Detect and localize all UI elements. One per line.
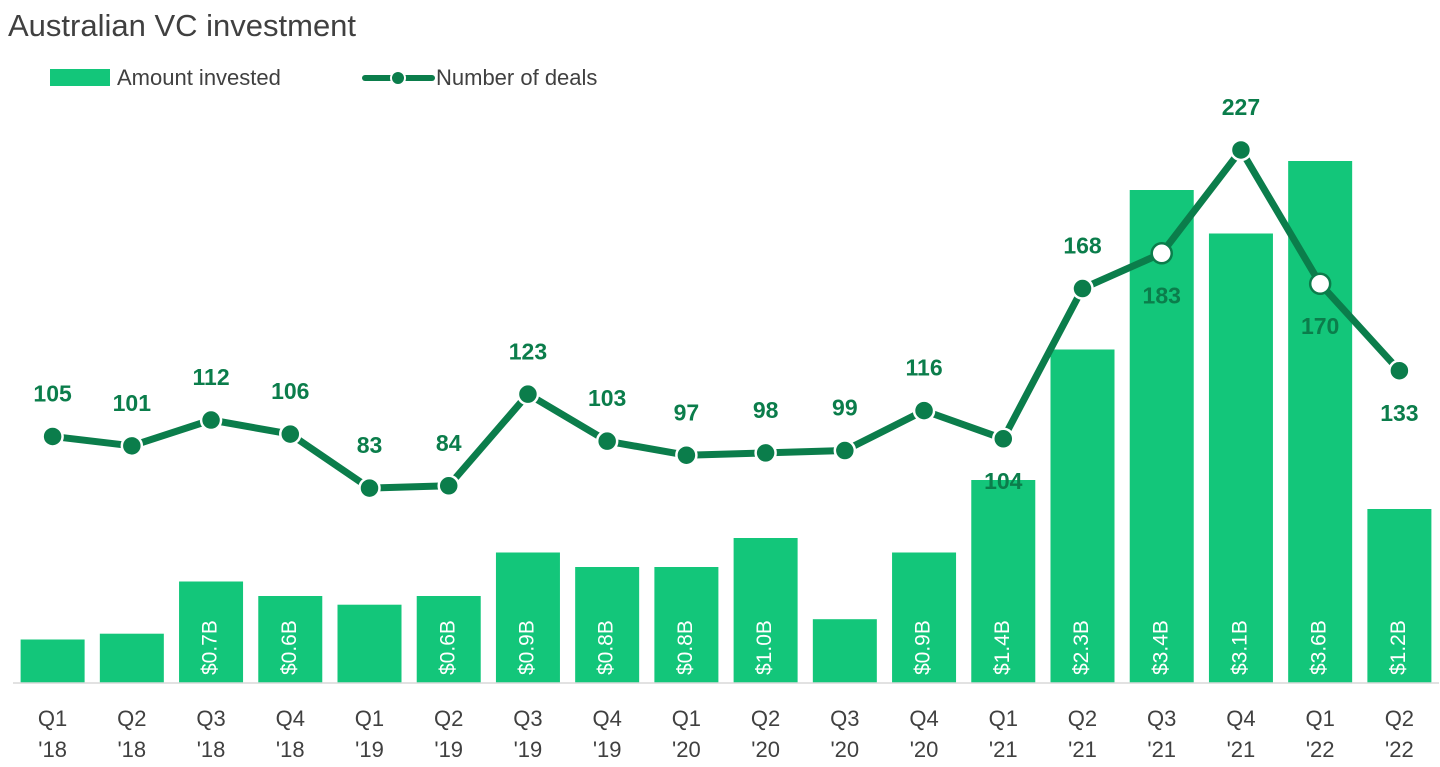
bar (1367, 509, 1432, 683)
bar-value-label: $0.9B (515, 620, 538, 675)
bar (20, 639, 85, 683)
x-tick-label: Q1 '20 (671, 706, 702, 762)
line-marker (516, 382, 540, 406)
bar (1208, 233, 1273, 683)
bar (179, 581, 244, 683)
line-value-label: 112 (193, 364, 230, 390)
line-marker (1150, 242, 1173, 265)
x-tick-label: Q2 '21 (1067, 706, 1098, 762)
x-tick-label: Q1 '22 (1305, 706, 1335, 762)
bar (733, 538, 798, 683)
line-marker (675, 443, 698, 467)
bar-value-label: $1.2B (1387, 620, 1410, 675)
bar-value-label: $2.3B (1070, 620, 1093, 675)
bar (1050, 349, 1115, 683)
bar-value-label: $0.7B (199, 620, 222, 675)
bar (812, 619, 877, 683)
line-marker (41, 425, 64, 448)
line-value-label: 104 (984, 468, 1023, 494)
line-marker (754, 441, 777, 465)
line-marker (1071, 277, 1094, 300)
bar-value-label: $0.9B (912, 620, 935, 675)
bar (99, 633, 164, 683)
x-tick-label: Q3 '19 (513, 706, 543, 762)
x-tick-label: Q3 '21 (1147, 706, 1177, 762)
bar-value-label: $3.1B (1228, 620, 1251, 675)
line-value-label: 98 (753, 397, 779, 423)
legend-swatch (50, 69, 110, 86)
line-value-label: 83 (357, 432, 383, 458)
bar (495, 552, 560, 683)
line-value-label: 133 (1380, 400, 1418, 426)
bar-value-label: $0.6B (436, 620, 459, 675)
line-marker (1229, 138, 1253, 162)
bar-value-label: $0.6B (278, 620, 301, 675)
line-value-label: 84 (436, 430, 462, 456)
x-tick-label: Q1 '18 (37, 706, 68, 762)
x-tick-label: Q2 '20 (750, 706, 781, 762)
chart-title: Australian VC investment (8, 8, 356, 43)
line-value-label: 105 (33, 381, 72, 407)
bar (416, 596, 481, 683)
x-tick-label: Q2 '22 (1384, 706, 1415, 762)
line-value-label: 99 (832, 395, 858, 421)
line-marker (992, 427, 1015, 451)
line-marker (912, 399, 936, 422)
x-tick-label: Q2 '19 (434, 706, 464, 762)
line-marker (595, 429, 619, 453)
x-tick-label: Q4 '19 (592, 706, 622, 762)
line-marker (279, 422, 302, 446)
line-value-label: 101 (113, 390, 152, 416)
bar (337, 604, 402, 683)
bar-value-label: $0.8B (674, 620, 697, 675)
line-value-label: 116 (906, 355, 943, 381)
bar (892, 552, 957, 683)
line-value-label: 103 (588, 385, 626, 411)
line-marker (1388, 359, 1411, 382)
x-tick-label: Q4 '18 (275, 706, 305, 762)
bar (1129, 190, 1194, 683)
bar-value-label: $1.4B (991, 620, 1014, 675)
x-tick-label: Q2 '18 (117, 706, 147, 762)
line-marker (120, 434, 144, 458)
x-tick-label: Q1 '21 (988, 706, 1018, 762)
legend-swatch (390, 70, 406, 86)
bar-value-label: $0.8B (595, 620, 618, 675)
x-tick-label: Q1 '19 (354, 706, 385, 762)
bar (575, 567, 640, 683)
legend-label: Number of deals (436, 65, 597, 90)
line-marker (1308, 272, 1332, 296)
bar (258, 596, 323, 683)
x-tick-label: Q4 '20 (909, 706, 939, 762)
bar (971, 480, 1036, 683)
line-value-label: 106 (271, 378, 309, 404)
line-value-label: 123 (509, 338, 547, 364)
line (52, 146, 1402, 492)
x-tick-label: Q4 '21 (1226, 706, 1256, 762)
legend-label: Amount invested (117, 65, 281, 90)
bar-value-label: $3.4B (1149, 620, 1172, 675)
line-marker (437, 474, 460, 498)
line-value-label: 227 (1222, 94, 1260, 120)
line-marker (833, 439, 857, 462)
line-value-label: 183 (1143, 282, 1181, 308)
x-tick-label: Q3 '20 (830, 706, 860, 762)
bar-value-label: $1.0B (753, 620, 776, 675)
bar (654, 567, 719, 683)
line-value-label: 97 (674, 399, 700, 425)
line-marker (358, 476, 381, 500)
bar-value-label: $3.6B (1308, 620, 1331, 675)
line-value-label: 168 (1063, 233, 1102, 259)
line-value-label: 170 (1301, 313, 1339, 339)
line-marker (199, 408, 223, 432)
x-tick-label: Q3 '18 (196, 706, 226, 762)
